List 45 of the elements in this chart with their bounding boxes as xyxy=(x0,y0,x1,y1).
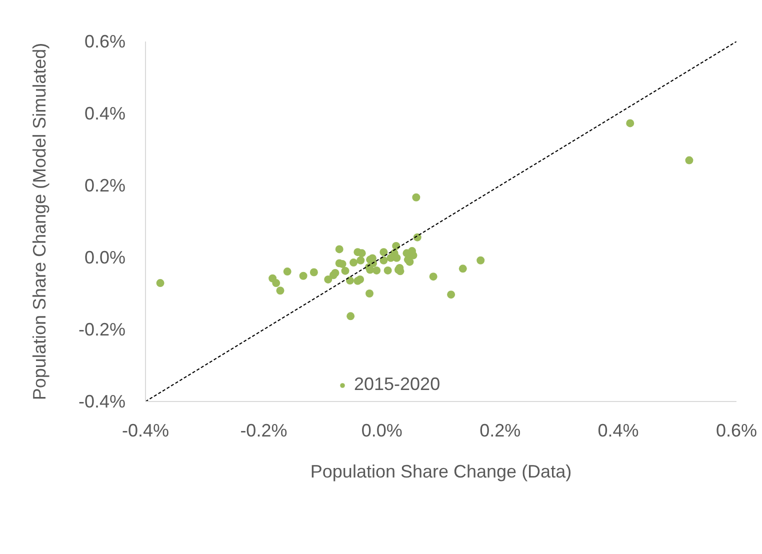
x-tick-label: 0.4% xyxy=(598,420,639,440)
point xyxy=(310,268,318,276)
point xyxy=(429,272,438,281)
point xyxy=(626,119,634,128)
point xyxy=(346,276,354,285)
point xyxy=(685,156,694,164)
x-tick-label: 0.0% xyxy=(361,420,402,440)
point xyxy=(365,290,374,298)
point xyxy=(324,275,332,284)
point xyxy=(356,275,364,284)
x-tick-label: 0.6% xyxy=(716,420,758,440)
point xyxy=(380,256,388,264)
point xyxy=(335,245,344,254)
point xyxy=(372,266,381,274)
point xyxy=(276,286,284,295)
y-tick-label: -0.2% xyxy=(78,320,126,340)
point xyxy=(409,251,418,260)
point xyxy=(358,249,366,258)
x-axis-title: Population Share Change (Data) xyxy=(310,462,572,482)
y-tick-label: -0.4% xyxy=(78,392,126,412)
x-tick-label: -0.2% xyxy=(240,420,288,440)
point xyxy=(384,266,392,274)
y-tick-label: 0.0% xyxy=(84,248,126,268)
point xyxy=(283,268,292,276)
legend-label: 2015-2020 xyxy=(354,374,440,395)
point xyxy=(447,290,456,299)
point xyxy=(458,264,467,273)
y-tick-label: 0.6% xyxy=(84,32,126,52)
point xyxy=(392,254,401,262)
point xyxy=(299,272,308,280)
x-tick-label: 0.2% xyxy=(480,420,521,440)
point xyxy=(380,248,388,256)
point xyxy=(476,256,485,264)
point xyxy=(346,312,355,320)
point xyxy=(272,279,280,288)
point xyxy=(412,193,420,202)
y-axis-title: Population Share Change (Model Simulated) xyxy=(29,42,50,400)
y-tick-label: 0.4% xyxy=(84,104,126,124)
point xyxy=(331,268,340,277)
point xyxy=(341,266,350,275)
x-tick-label: -0.4% xyxy=(122,420,170,440)
point xyxy=(156,279,164,288)
point xyxy=(356,256,365,264)
point xyxy=(350,258,358,267)
y-tick-label: 0.2% xyxy=(84,176,126,196)
